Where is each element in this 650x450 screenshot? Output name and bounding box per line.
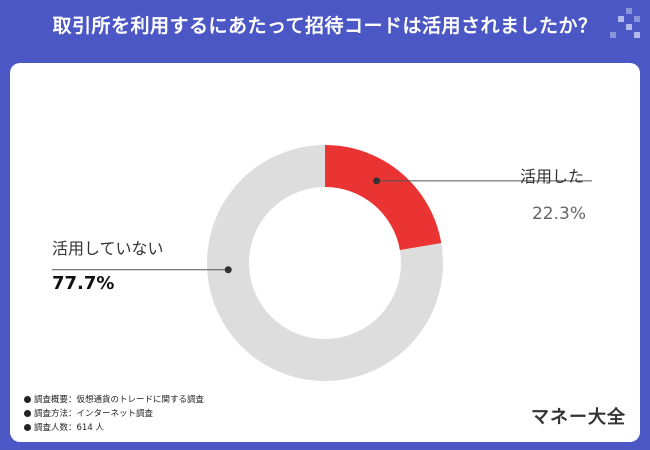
slice-label-not-used: 活用していない [52, 239, 164, 258]
footnote-text: 調査方法：インターネット調査 [34, 409, 154, 419]
slices-group [207, 145, 443, 382]
bullet-icon [24, 424, 31, 431]
footnote-item: 調査方法：インターネット調査 [24, 407, 204, 421]
header-bar [0, 0, 650, 52]
footnote-text: 調査人数：614 人 [34, 423, 104, 433]
pixel-decoration [610, 8, 640, 38]
slice-label-used: 活用した [519, 167, 584, 186]
survey-footnotes: 調査概要：仮想通貨のトレードに関する調査 調査方法：インターネット調査 調査人数… [24, 393, 204, 435]
donut-slice-0 [325, 145, 442, 251]
footnote-item: 調査概要：仮想通貨のトレードに関する調査 [24, 393, 204, 407]
leader-lines-group [52, 177, 592, 274]
footnote-item: 調査人数：614 人 [24, 421, 204, 435]
slice-value-not-used: 77.7% [52, 273, 115, 294]
slice-value-used: 22.3% [531, 204, 586, 224]
donut-slice-1 [207, 145, 443, 382]
bullet-icon [24, 410, 31, 417]
page-title: 取引所を利用するにあたって招待コードは活用されましたか？ [52, 15, 598, 37]
donut-chart [52, 145, 592, 382]
leader-dot-0 [373, 177, 381, 185]
chart-card: 活用した 22.3% 活用していない 77.7% 調査概要：仮想通貨のトレードに… [10, 63, 640, 442]
bullet-icon [24, 396, 31, 403]
footnote-text: 調査概要：仮想通貨のトレードに関する調査 [34, 395, 205, 405]
leader-dot-1 [224, 266, 232, 274]
brand-logo-text: マネー大全 [531, 407, 626, 428]
